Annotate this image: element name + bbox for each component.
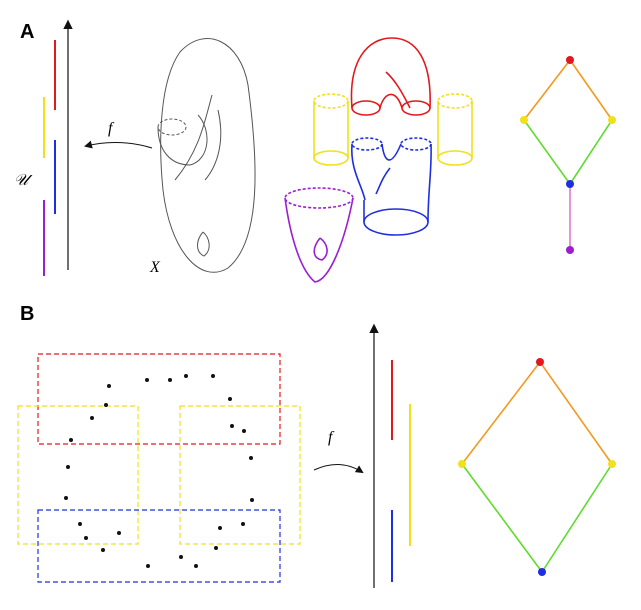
cover-box-red (37, 353, 281, 445)
cover-box-yellow-right (179, 405, 301, 545)
node-blue-b (538, 568, 546, 576)
yellow-piece-left (313, 93, 349, 166)
cover-box-blue (37, 509, 281, 583)
node-yellow-right-b (608, 460, 616, 468)
reeb-graph-b (458, 358, 616, 576)
map-arrow-a (84, 140, 153, 149)
panel-b-label: B (20, 303, 34, 325)
node-red (566, 56, 574, 64)
yellow-piece-right (437, 93, 473, 166)
surface-x (157, 38, 256, 273)
space-label: X (149, 259, 161, 276)
node-yellow-left-b (458, 460, 466, 468)
node-purple (566, 246, 574, 254)
point-cloud (64, 374, 254, 568)
panel-b: B (17, 303, 616, 588)
cover-box-yellow-left (17, 405, 139, 545)
blue-piece (351, 137, 432, 236)
red-piece (350, 37, 431, 116)
node-blue (566, 180, 574, 188)
node-red-b (536, 358, 544, 366)
purple-piece (284, 187, 354, 283)
panel-a: A 𝒰 f X (14, 19, 616, 283)
node-yellow-left (520, 116, 528, 124)
panel-a-label: A (20, 21, 34, 43)
node-yellow-right (608, 116, 616, 124)
cover-intervals-b (391, 360, 411, 582)
cover-label: 𝒰 (14, 172, 33, 189)
map-label-b: f (328, 429, 335, 446)
reeb-graph-a (520, 56, 616, 254)
map-label-a: f (108, 120, 115, 137)
map-arrow-b (313, 464, 364, 474)
cover-intervals-a (43, 40, 56, 276)
